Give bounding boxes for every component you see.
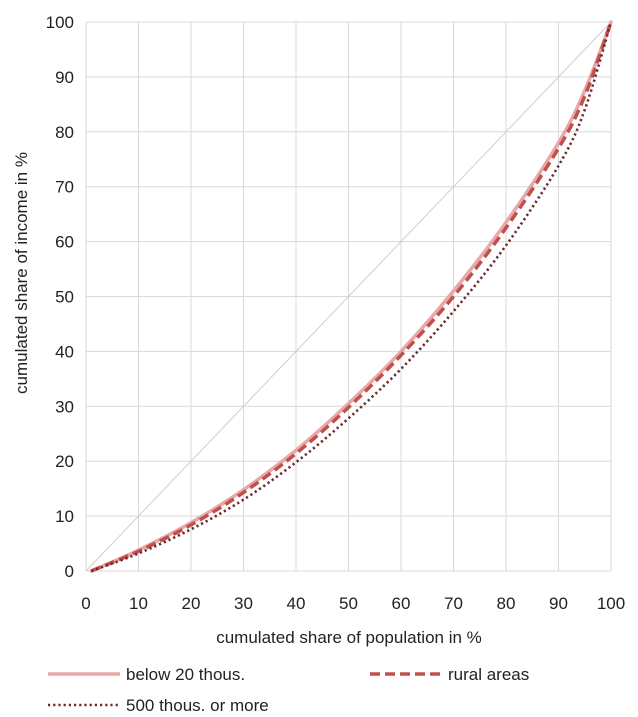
legend: below 20 thous. rural areas 500 thous. or … <box>48 665 529 715</box>
x-tick-label-0: 0 <box>81 594 90 613</box>
x-tick-label-9: 90 <box>549 594 568 613</box>
y-tick-labels: 0 10 20 30 40 50 60 70 80 90 100 <box>46 13 74 581</box>
legend-label-2: 500 thous. or more <box>126 696 269 715</box>
y-tick-label-0: 0 <box>65 562 74 581</box>
y-tick-label-4: 40 <box>55 342 74 361</box>
x-tick-label-3: 30 <box>234 594 253 613</box>
y-tick-label-7: 70 <box>55 178 74 197</box>
y-tick-label-5: 50 <box>55 288 74 307</box>
y-tick-label-9: 90 <box>55 68 74 87</box>
grid <box>85 21 612 572</box>
y-tick-label-8: 80 <box>55 123 74 142</box>
x-tick-label-1: 10 <box>129 594 148 613</box>
x-tick-label-10: 100 <box>597 594 625 613</box>
y-axis-title: cumulated share of income in % <box>12 152 31 394</box>
x-tick-label-4: 40 <box>287 594 306 613</box>
x-tick-label-2: 20 <box>182 594 201 613</box>
series-line-2 <box>90 21 613 573</box>
x-tick-labels: 0 10 20 30 40 50 60 70 80 90 100 <box>81 594 625 613</box>
x-tick-label-7: 70 <box>444 594 463 613</box>
y-tick-label-2: 20 <box>55 452 74 471</box>
series-line-1 <box>90 21 613 573</box>
y-tick-label-10: 100 <box>46 13 74 32</box>
x-tick-label-8: 80 <box>497 594 516 613</box>
equality-line <box>85 21 612 572</box>
series-line-0 <box>89 20 613 573</box>
legend-label-1: rural areas <box>448 665 529 684</box>
x-tick-label-5: 50 <box>339 594 358 613</box>
legend-label-0: below 20 thous. <box>126 665 245 684</box>
y-tick-label-3: 30 <box>55 397 74 416</box>
x-tick-label-6: 60 <box>392 594 411 613</box>
series-group <box>89 20 613 573</box>
y-tick-label-6: 60 <box>55 233 74 252</box>
x-axis-title: cumulated share of population in % <box>216 628 482 647</box>
y-tick-label-1: 10 <box>55 507 74 526</box>
